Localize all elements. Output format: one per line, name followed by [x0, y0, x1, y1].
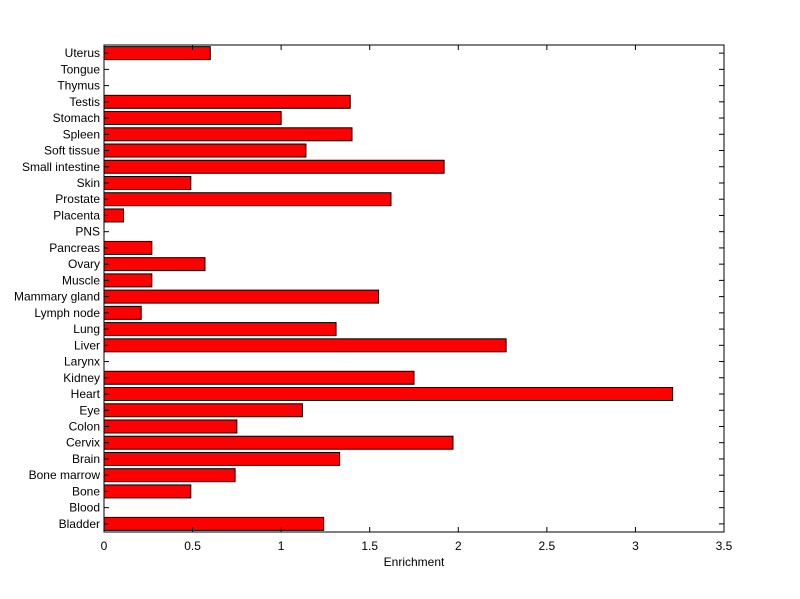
- y-tick-label-soft-tissue: Soft tissue: [44, 144, 100, 158]
- x-tick-label: 3: [632, 539, 639, 553]
- y-tick-label-lung: Lung: [73, 322, 100, 336]
- y-tick-label-prostate: Prostate: [55, 192, 100, 206]
- x-tick-label: 3.5: [716, 539, 733, 553]
- bar-kidney: [103, 370, 415, 385]
- y-tick-label-lymph-node: Lymph node: [34, 306, 100, 320]
- y-tick-label-bladder: Bladder: [59, 517, 100, 531]
- y-tick-label-muscle: Muscle: [62, 273, 100, 287]
- ticks-layer: [103, 45, 725, 532]
- y-tick-label-pns: PNS: [75, 225, 100, 239]
- x-tick-label: 1.5: [361, 539, 378, 553]
- x-tick-label: 0.5: [184, 539, 201, 553]
- bar-small-intestine: [103, 159, 445, 174]
- bar-ovary: [103, 257, 206, 272]
- y-tick-label-liver: Liver: [74, 338, 100, 352]
- labels-layer: Bladder Blood Bone Bone marrow Brain Cervix Co…: [14, 46, 733, 553]
- bar-testis: [103, 94, 351, 109]
- y-tick-label-bone-marrow: Bone marrow: [29, 468, 101, 482]
- bar-prostate: [103, 192, 392, 207]
- bar-muscle: [103, 273, 153, 288]
- bar-soft-tissue: [103, 143, 307, 158]
- y-tick-label-ovary: Ovary: [68, 257, 100, 271]
- bar-bone-marrow: [103, 468, 236, 483]
- y-tick-label-bone: Bone: [72, 484, 100, 498]
- bar-cervix: [103, 435, 454, 450]
- y-tick-label-cervix: Cervix: [66, 436, 100, 450]
- bar-lung: [103, 322, 337, 337]
- bar-uterus: [103, 46, 211, 61]
- x-tick-label: 2: [455, 539, 462, 553]
- y-tick-label-small-intestine: Small intestine: [22, 160, 100, 174]
- bar-skin: [103, 175, 192, 190]
- y-tick-label-brain: Brain: [72, 452, 100, 466]
- y-tick-label-stomach: Stomach: [53, 111, 100, 125]
- plot-area-frame: [103, 44, 725, 533]
- x-tick-label: 0: [101, 539, 108, 553]
- y-tick-label-skin: Skin: [77, 176, 100, 190]
- bar-liver: [103, 338, 507, 353]
- bar-stomach: [103, 111, 282, 126]
- y-tick-label-uterus: Uterus: [65, 46, 100, 60]
- bar-pancreas: [103, 240, 153, 255]
- y-tick-label-pancreas: Pancreas: [49, 241, 100, 255]
- bar-colon: [103, 419, 238, 434]
- y-tick-label-colon: Colon: [69, 419, 100, 433]
- y-tick-label-placenta: Placenta: [53, 208, 100, 222]
- bar-bladder: [103, 516, 325, 531]
- bar-mammary-gland: [103, 289, 380, 304]
- x-tick-label: 1: [278, 539, 285, 553]
- y-tick-label-eye: Eye: [79, 403, 100, 417]
- y-tick-label-tongue: Tongue: [61, 62, 101, 76]
- bar-brain: [103, 451, 341, 466]
- bar-eye: [103, 403, 303, 418]
- y-tick-label-heart: Heart: [71, 387, 101, 401]
- bar-spleen: [103, 127, 353, 142]
- y-tick-label-thymus: Thymus: [57, 79, 100, 93]
- y-tick-label-spleen: Spleen: [63, 127, 100, 141]
- y-tick-label-testis: Testis: [69, 95, 100, 109]
- bar-lymph-node: [103, 305, 142, 320]
- y-tick-label-larynx: Larynx: [64, 355, 100, 369]
- y-tick-label-blood: Blood: [69, 501, 100, 515]
- x-tick-label: 2.5: [539, 539, 556, 553]
- y-tick-label-mammary-gland: Mammary gland: [14, 290, 100, 304]
- bar-heart: [103, 387, 674, 402]
- y-tick-label-kidney: Kidney: [63, 371, 100, 385]
- x-axis-label: Enrichment: [384, 555, 445, 569]
- bar-bone: [103, 484, 192, 499]
